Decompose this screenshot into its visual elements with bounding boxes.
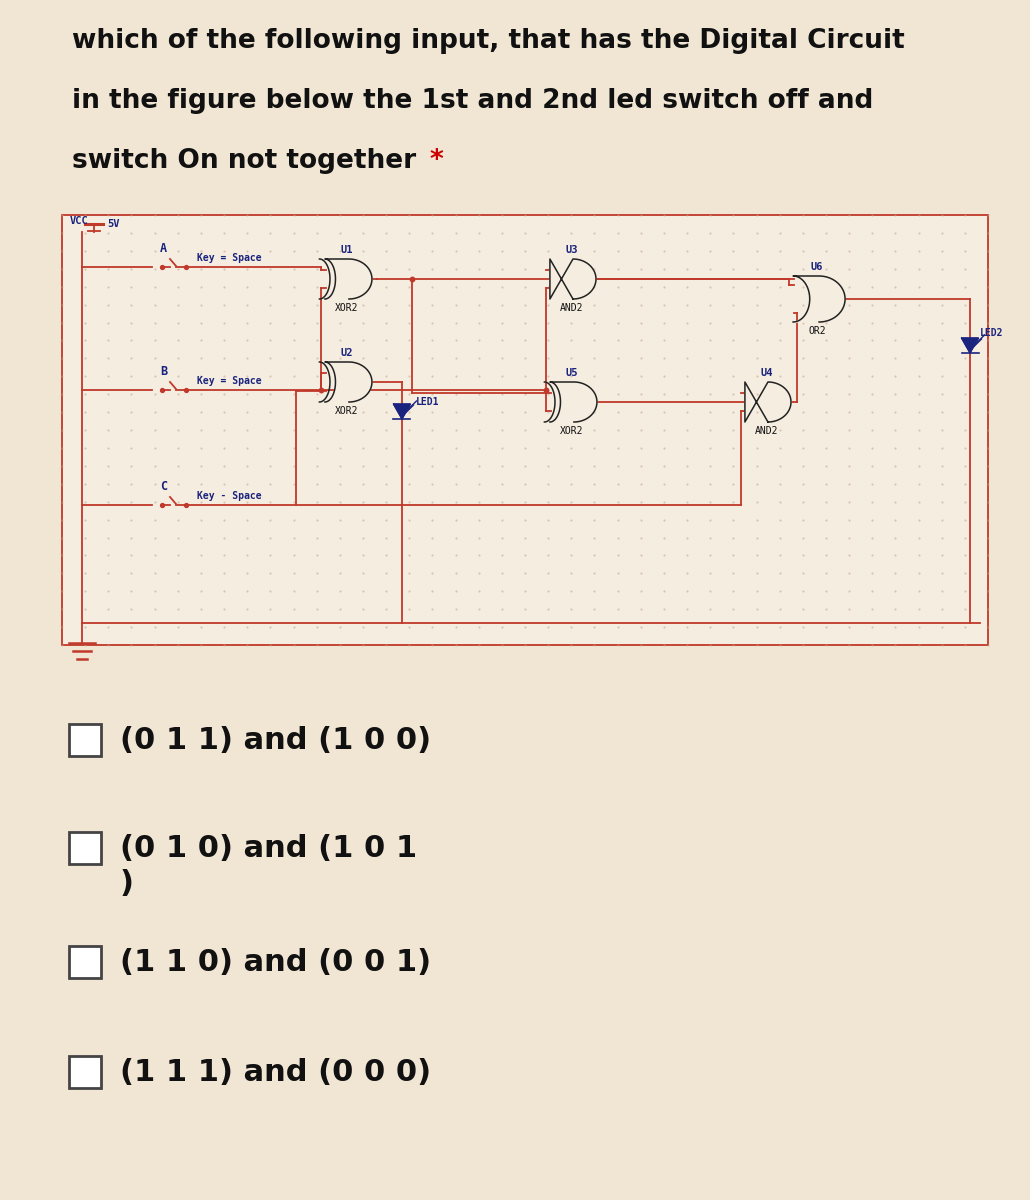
Polygon shape — [550, 259, 596, 299]
Polygon shape — [745, 382, 791, 422]
Text: (1 1 0) and (0 0 1): (1 1 0) and (0 0 1) — [121, 948, 432, 977]
FancyBboxPatch shape — [69, 946, 101, 978]
Text: B: B — [160, 365, 167, 378]
FancyBboxPatch shape — [69, 1056, 101, 1088]
Text: C: C — [160, 480, 167, 493]
Text: U6: U6 — [811, 262, 823, 272]
Text: U2: U2 — [341, 348, 353, 358]
Text: switch On not together: switch On not together — [72, 148, 425, 174]
Text: Key = Space: Key = Space — [197, 376, 262, 386]
Polygon shape — [324, 259, 372, 299]
Polygon shape — [961, 338, 978, 353]
Text: Key - Space: Key - Space — [197, 491, 262, 502]
Text: XOR2: XOR2 — [335, 302, 358, 313]
Text: (0 1 1) and (1 0 0): (0 1 1) and (1 0 0) — [121, 726, 432, 755]
Text: in the figure below the 1st and 2nd led switch off and: in the figure below the 1st and 2nd led … — [72, 88, 873, 114]
Text: LED1: LED1 — [416, 397, 440, 407]
Text: A: A — [160, 242, 167, 256]
Text: *: * — [430, 148, 444, 174]
FancyBboxPatch shape — [69, 724, 101, 756]
Text: U3: U3 — [565, 245, 578, 256]
Text: AND2: AND2 — [755, 426, 779, 436]
Text: LED2: LED2 — [980, 328, 1003, 338]
Text: XOR2: XOR2 — [560, 426, 584, 436]
FancyBboxPatch shape — [62, 215, 988, 646]
Text: which of the following input, that has the Digital Circuit: which of the following input, that has t… — [72, 28, 904, 54]
Text: VCC: VCC — [70, 216, 89, 226]
Text: AND2: AND2 — [560, 302, 584, 313]
Text: U5: U5 — [565, 368, 578, 378]
Text: OR2: OR2 — [809, 326, 826, 336]
FancyBboxPatch shape — [69, 832, 101, 864]
Polygon shape — [393, 404, 411, 419]
Text: Key = Space: Key = Space — [197, 253, 262, 263]
Text: U4: U4 — [761, 368, 774, 378]
Polygon shape — [550, 382, 597, 422]
Text: 5V: 5V — [107, 218, 119, 229]
Text: U1: U1 — [341, 245, 353, 256]
Polygon shape — [793, 276, 845, 322]
Text: (1 1 1) and (0 0 0): (1 1 1) and (0 0 0) — [121, 1057, 432, 1087]
Text: XOR2: XOR2 — [335, 406, 358, 416]
Text: (0 1 0) and (1 0 1
): (0 1 0) and (1 0 1 ) — [121, 834, 417, 899]
Polygon shape — [324, 362, 372, 402]
